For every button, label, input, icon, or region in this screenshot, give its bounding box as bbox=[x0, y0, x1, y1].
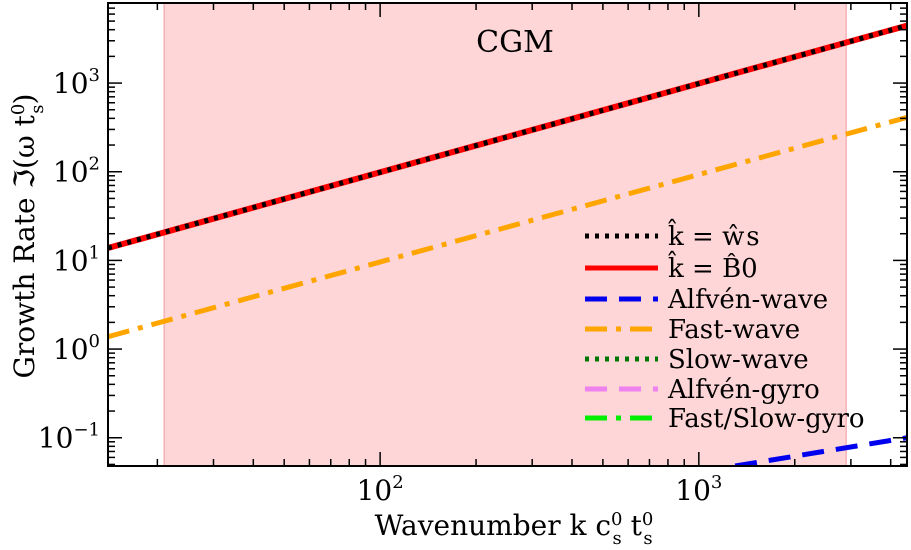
series-line-3 bbox=[108, 114, 907, 340]
series-line-0 bbox=[108, 23, 907, 251]
ticks-layer: 102 103 10−1 100 101 102 103 bbox=[38, 2, 907, 507]
y-axis-label: Growth Rate ℑ(ω t0s) bbox=[8, 94, 49, 379]
legend-label-4: Slow-wave bbox=[668, 345, 809, 375]
x-axis-label: Wavenumber k c0 s t0 s bbox=[375, 509, 654, 550]
legend-label-6: Fast/Slow-gyro bbox=[668, 404, 865, 434]
y-tick-label: 103 bbox=[53, 65, 100, 100]
legend-label-3: Fast-wave bbox=[668, 315, 800, 345]
y-tick-label: 102 bbox=[53, 154, 100, 189]
series-layer bbox=[108, 22, 907, 466]
x-tick-label: 103 bbox=[675, 472, 722, 507]
legend-label-5: Alfvén-gyro bbox=[667, 375, 820, 405]
legend-label-0: k̂ = ŵs bbox=[668, 218, 760, 252]
series-line-2 bbox=[734, 435, 907, 466]
legend: k̂ = ŵsk̂ = B̂0Alfvén-waveFast-waveSlow-… bbox=[585, 218, 865, 434]
y-tick-label: 100 bbox=[53, 331, 100, 366]
shaded-region bbox=[164, 3, 847, 466]
region-annotation: CGM bbox=[476, 25, 554, 60]
plot-frame bbox=[107, 2, 908, 467]
legend-label-1: k̂ = B̂0 bbox=[668, 250, 758, 284]
y-tick-label: 101 bbox=[53, 242, 100, 277]
x-tick-label: 102 bbox=[357, 472, 404, 507]
legend-label-2: Alfvén-wave bbox=[667, 285, 828, 315]
y-tick-label: 10−1 bbox=[38, 420, 100, 455]
